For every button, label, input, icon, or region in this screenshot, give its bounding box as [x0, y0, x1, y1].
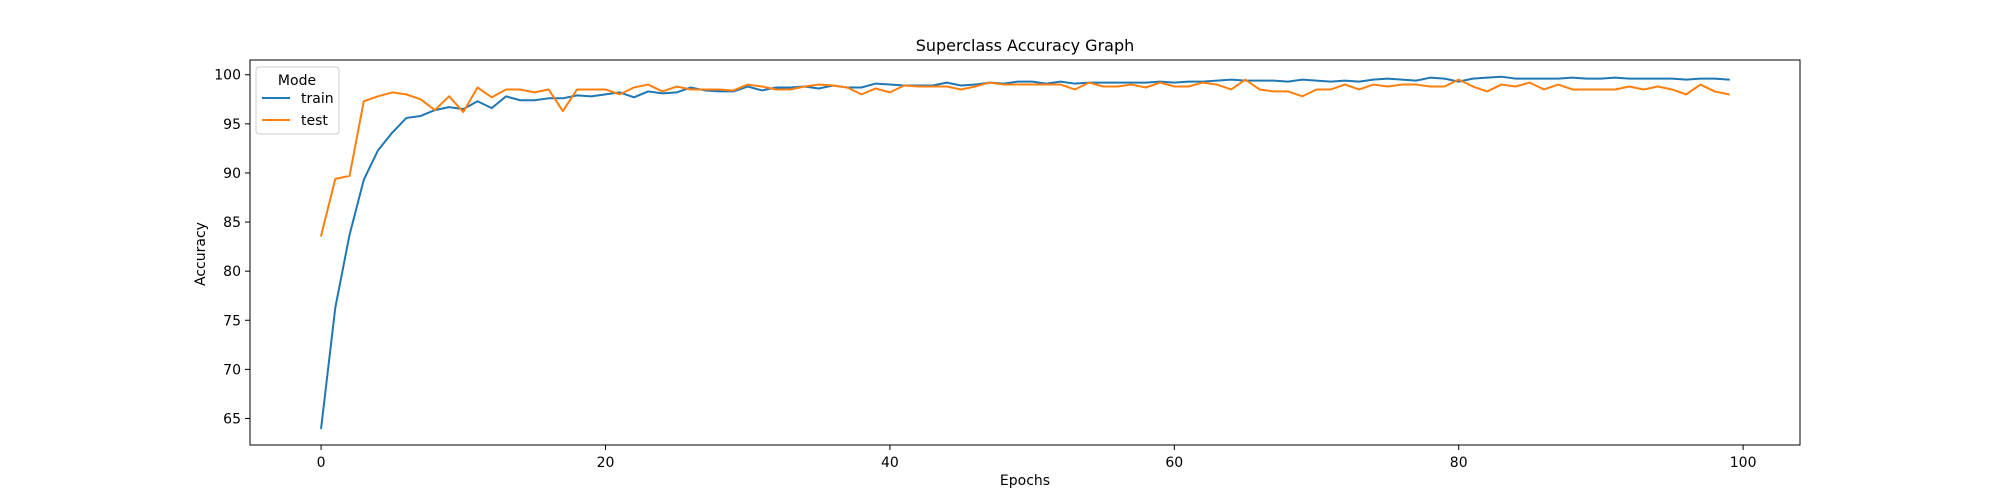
x-ticks: 0 20 40 60 80 100 — [317, 445, 1757, 471]
y-ticks: 65 70 75 80 85 90 95 100 — [214, 68, 250, 427]
x-axis-label: Epochs — [1000, 473, 1050, 489]
y-tick-label-100: 100 — [214, 68, 241, 84]
plot-area — [249, 59, 1801, 446]
y-tick-label-75: 75 — [223, 313, 241, 329]
plot-frame — [249, 59, 1801, 446]
legend-box — [255, 66, 340, 135]
series-line-train — [320, 75, 1730, 430]
series-line-test — [320, 78, 1730, 237]
y-tick-label-95: 95 — [223, 117, 241, 133]
x-tick-label-100: 100 — [1730, 455, 1757, 471]
y-tick-label-65: 65 — [223, 411, 241, 427]
chart-title: Superclass Accuracy Graph — [916, 36, 1135, 55]
legend: Mode train test — [255, 66, 340, 135]
y-tick-label-80: 80 — [223, 264, 241, 280]
x-tick-label-40: 40 — [881, 455, 899, 471]
legend-title: Mode — [278, 73, 316, 89]
x-tick-label-60: 60 — [1165, 455, 1183, 471]
x-tick-label-0: 0 — [317, 455, 326, 471]
y-axis-label: Accuracy — [193, 222, 209, 286]
legend-label-test: test — [301, 113, 328, 129]
x-tick-label-20: 20 — [597, 455, 615, 471]
y-tick-label-85: 85 — [223, 215, 241, 231]
legend-label-train: train — [301, 91, 334, 107]
y-tick-label-70: 70 — [223, 362, 241, 378]
y-tick-label-90: 90 — [223, 166, 241, 182]
x-tick-label-80: 80 — [1450, 455, 1468, 471]
